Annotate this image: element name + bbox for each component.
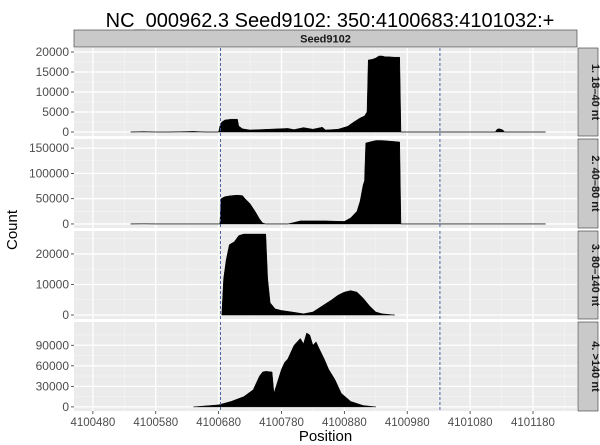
y-axis-title: Count (4, 209, 21, 250)
panel-1-strip-label: 1. 18–40 nt (589, 64, 600, 121)
panel-2-y-tick-label: 0 (62, 217, 69, 231)
facet-strip-bg (73, 29, 578, 48)
panel-4-strip (577, 321, 599, 412)
panel-2-y-tick-label: 150000 (29, 141, 69, 155)
x-tick-label: 4101080 (448, 417, 493, 429)
panel-2-background (74, 139, 577, 228)
x-tick-label: 4100780 (259, 417, 304, 429)
chart-title: NC_000962.3 Seed9102: 350:4100683:410103… (106, 10, 555, 32)
x-tick-label: 4100580 (133, 417, 178, 429)
x-tick-label: 4101180 (511, 417, 555, 429)
panel-1-y-tick-label: 5000 (42, 105, 69, 119)
panel-4-strip-label: 4. >140 nt (589, 341, 600, 392)
panel-3-strip-label: 3. 80–140 nt (589, 244, 600, 307)
panel-4-y-tick-label: 30000 (36, 379, 70, 393)
panel-1-y-tick-label: 15000 (36, 65, 70, 79)
panel-2: 0 50000 100000 150000 2. 40–80 nt (29, 138, 600, 231)
panel-4-y-tick-label: 90000 (36, 338, 70, 352)
panel-4: 0 30000 60000 90000 4. >140 nt (36, 321, 600, 414)
x-axis-title: Position (299, 428, 352, 445)
x-tick-label: 4100980 (385, 417, 430, 429)
panel-1-strip (577, 47, 599, 137)
panel-1-area (130, 55, 546, 133)
panel-2-y-tick-label: 50000 (36, 192, 70, 206)
panel-2-strip-label: 2. 40–80 nt (589, 155, 600, 212)
panel-1-y-tick-label: 10000 (36, 85, 70, 99)
panel-4-area (193, 332, 376, 408)
facet-strip: Seed9102 (73, 29, 578, 48)
panel-2-y-tick-label: 100000 (29, 166, 69, 180)
panel-3: 0 10000 20000 3. 80–140 nt (36, 230, 600, 322)
x-tick-label: 4100680 (196, 417, 241, 429)
panel-2-area (130, 140, 546, 225)
panel-3-y-tick-label: 0 (62, 308, 69, 322)
x-tick-label: 4100880 (322, 417, 367, 429)
panel-1: 0 5000 10000 15000 20000 1. 18–40 nt (36, 45, 600, 139)
panel-4-y-tick-label: 0 (62, 400, 69, 414)
panel-1-y-tick-label: 20000 (36, 45, 70, 59)
panel-2-strip (577, 138, 599, 229)
panel-1-y-tick-label: 0 (62, 125, 69, 139)
panel-3-y-tick-label: 10000 (36, 277, 70, 291)
panel-3-strip (577, 230, 599, 320)
x-tick-label: 4100480 (70, 417, 115, 429)
panel-3-area (221, 233, 395, 316)
x-axis: 4100480 4100580 4100680 4100780 4100880 41009… (70, 411, 555, 429)
panel-3-y-tick-label: 20000 (36, 247, 70, 261)
panel-4-y-tick-label: 60000 (36, 359, 70, 373)
facet-strip-label: Seed9102 (300, 34, 351, 46)
